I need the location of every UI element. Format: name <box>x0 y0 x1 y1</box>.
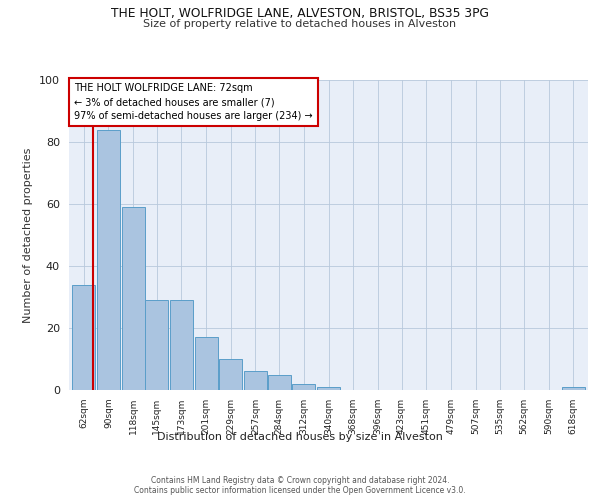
Text: THE HOLT, WOLFRIDGE LANE, ALVESTON, BRISTOL, BS35 3PG: THE HOLT, WOLFRIDGE LANE, ALVESTON, BRIS… <box>111 8 489 20</box>
Bar <box>244 372 267 390</box>
Bar <box>145 300 169 390</box>
Bar <box>73 284 95 390</box>
Bar <box>268 374 290 390</box>
Text: Contains HM Land Registry data © Crown copyright and database right 2024.
Contai: Contains HM Land Registry data © Crown c… <box>134 476 466 495</box>
Text: Size of property relative to detached houses in Alveston: Size of property relative to detached ho… <box>143 19 457 29</box>
Bar <box>97 130 120 390</box>
Bar <box>194 338 218 390</box>
Bar <box>170 300 193 390</box>
Bar <box>220 359 242 390</box>
Bar <box>122 207 145 390</box>
Bar <box>292 384 316 390</box>
Y-axis label: Number of detached properties: Number of detached properties <box>23 148 34 322</box>
Bar <box>317 387 340 390</box>
Bar <box>562 387 584 390</box>
Text: Distribution of detached houses by size in Alveston: Distribution of detached houses by size … <box>157 432 443 442</box>
Text: THE HOLT WOLFRIDGE LANE: 72sqm
← 3% of detached houses are smaller (7)
97% of se: THE HOLT WOLFRIDGE LANE: 72sqm ← 3% of d… <box>74 83 313 121</box>
